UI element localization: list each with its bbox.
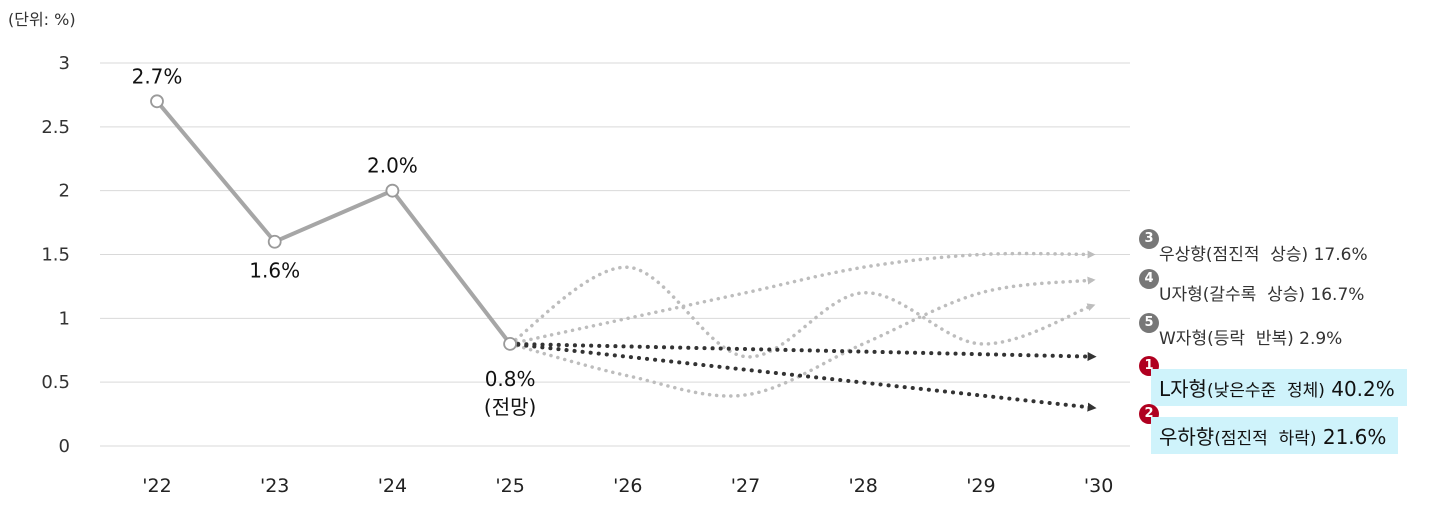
data-label: 0.8% — [485, 367, 536, 391]
scenario-line-s2 — [508, 341, 1097, 412]
y-tick-label: 2 — [59, 181, 70, 202]
data-label: 1.6% — [249, 259, 300, 283]
y-tick-label: 3 — [59, 53, 70, 74]
x-tick-label: '22 — [142, 475, 171, 497]
scenario-pct: 2.9% — [1293, 329, 1343, 349]
scenario-desc: (낮은수준 정체) — [1206, 381, 1325, 401]
x-tick-label: '29 — [966, 475, 995, 497]
actual-point — [385, 183, 400, 198]
x-tick-label: '24 — [378, 475, 407, 497]
scenario-text: 우하향(점진적 하락) 21.6% — [1151, 417, 1399, 454]
data-label: 2.0% — [367, 154, 418, 178]
scenario-text: 우상향(점진적 상승) 17.6% — [1159, 240, 1368, 265]
y-tick-label: 1 — [59, 308, 70, 329]
scenario-name: 우하향 — [1159, 425, 1215, 449]
scenario-line-s5 — [508, 265, 1096, 359]
data-label: 2.7% — [132, 64, 183, 88]
scenario-badge: 4 — [1139, 269, 1159, 289]
scenario-pct: 40.2% — [1324, 377, 1395, 401]
forecast-note: (전망) — [484, 395, 536, 419]
scenario-pct: 17.6% — [1308, 245, 1368, 265]
scenario-desc: (갈수록 상승) — [1202, 285, 1306, 305]
x-tick-label: '26 — [613, 475, 642, 497]
x-tick-label: '28 — [848, 475, 877, 497]
scenario-text: U자형(갈수록 상승) 16.7% — [1159, 280, 1364, 305]
scenario-label-s3: 3 우상향(점진적 상승) 17.6% — [1139, 229, 1368, 265]
actual-point — [267, 234, 282, 249]
scenario-line-s3 — [508, 250, 1096, 346]
y-tick-label: 1.5 — [41, 245, 70, 266]
scenario-label-s5: 5 W자형(등락 반복) 2.9% — [1139, 313, 1342, 349]
scenario-name: L자형 — [1159, 377, 1207, 401]
scenario-pct: 16.7% — [1305, 285, 1365, 305]
scenario-label-s1: 1 L자형(낮은수준 정체) 40.2% — [1139, 356, 1407, 406]
scenario-text: L자형(낮은수준 정체) 40.2% — [1151, 369, 1407, 406]
y-tick-label: 0 — [59, 436, 70, 457]
scenario-line-s1 — [508, 341, 1097, 362]
scenario-label-s2: 2 우하향(점진적 하락) 21.6% — [1139, 404, 1399, 454]
scenario-name: U자형 — [1159, 285, 1203, 305]
scenario-desc: (등락 반복) — [1207, 329, 1294, 349]
x-tick-label: '27 — [731, 475, 760, 497]
actual-line — [155, 100, 512, 346]
scenario-desc: (점진적 상승) — [1205, 245, 1309, 265]
scenario-desc: (점진적 하락) — [1214, 429, 1317, 449]
x-tick-label: '30 — [1084, 475, 1113, 497]
x-tick-label: '23 — [260, 475, 289, 497]
scenario-badge: 3 — [1139, 229, 1159, 249]
scenario-text: W자형(등락 반복) 2.9% — [1159, 324, 1342, 349]
scenario-label-s4: 4 U자형(갈수록 상승) 16.7% — [1139, 269, 1364, 305]
y-tick-label: 2.5 — [41, 117, 70, 138]
x-tick-label: '25 — [495, 475, 524, 497]
actual-point — [150, 94, 164, 109]
scenario-name: W자형 — [1159, 329, 1208, 349]
y-tick-label: 0.5 — [41, 372, 70, 393]
scenario-pct: 21.6% — [1316, 425, 1387, 449]
unit-label: (단위: %) — [8, 10, 76, 29]
actual-point — [503, 336, 518, 351]
scenario-name: 우상향 — [1159, 245, 1206, 265]
scenario-badge: 5 — [1139, 313, 1159, 333]
scenario-line-s4 — [508, 276, 1096, 398]
